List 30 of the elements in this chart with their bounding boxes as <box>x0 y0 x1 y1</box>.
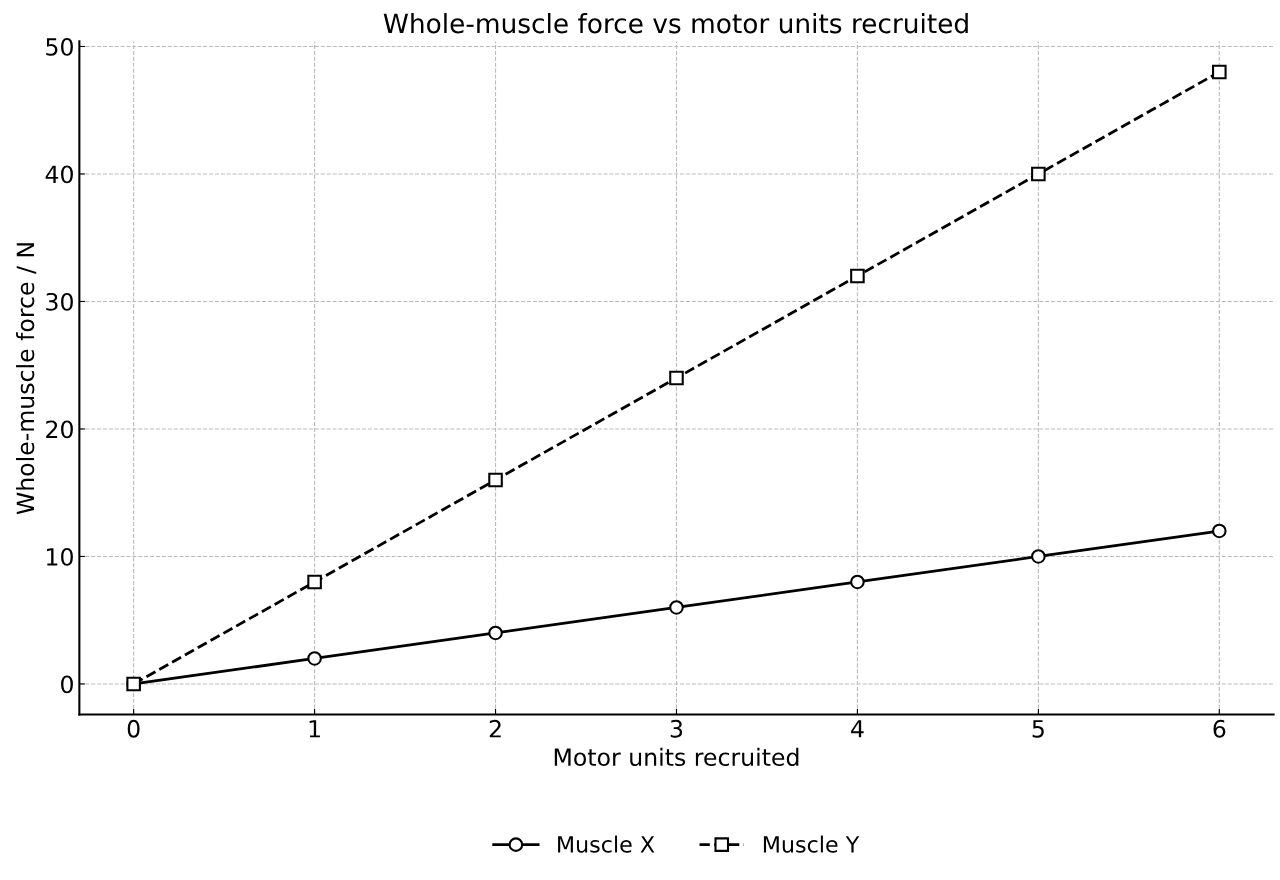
point <box>669 370 684 386</box>
point <box>669 600 684 615</box>
x-tick-label: 0 <box>127 719 140 738</box>
point <box>1212 523 1227 539</box>
point <box>850 574 865 590</box>
legend-label: Muscle Y <box>763 835 860 853</box>
y-tick-label: 40 <box>45 165 73 184</box>
x-tick-label: 2 <box>489 719 501 738</box>
y-tick-label: 10 <box>47 547 73 566</box>
x-tick-label: 4 <box>851 720 864 738</box>
point <box>850 268 865 284</box>
y-tick-label: 20 <box>46 420 73 439</box>
legend-label: Muscle X <box>558 835 655 853</box>
point <box>1031 549 1046 564</box>
x-tick-label: 5 <box>1032 720 1044 738</box>
point <box>307 651 322 666</box>
y-axis-title: Whole-muscle force / N <box>16 243 37 515</box>
point <box>1031 166 1046 182</box>
x-tick-label: 6 <box>1213 719 1226 738</box>
y-tick-label: 30 <box>46 292 73 311</box>
x-tick-label: 1 <box>309 720 320 738</box>
point <box>488 472 503 488</box>
point <box>488 625 503 641</box>
y-tick-label: 0 <box>61 675 73 694</box>
point <box>307 574 322 590</box>
chart-title: Whole-muscle force vs motor units recruited <box>383 12 968 34</box>
y-tick-label: 50 <box>46 37 73 56</box>
point <box>1212 64 1227 80</box>
x-tick-label: 3 <box>670 719 683 738</box>
x-axis-title: Motor units recruited <box>554 747 799 767</box>
